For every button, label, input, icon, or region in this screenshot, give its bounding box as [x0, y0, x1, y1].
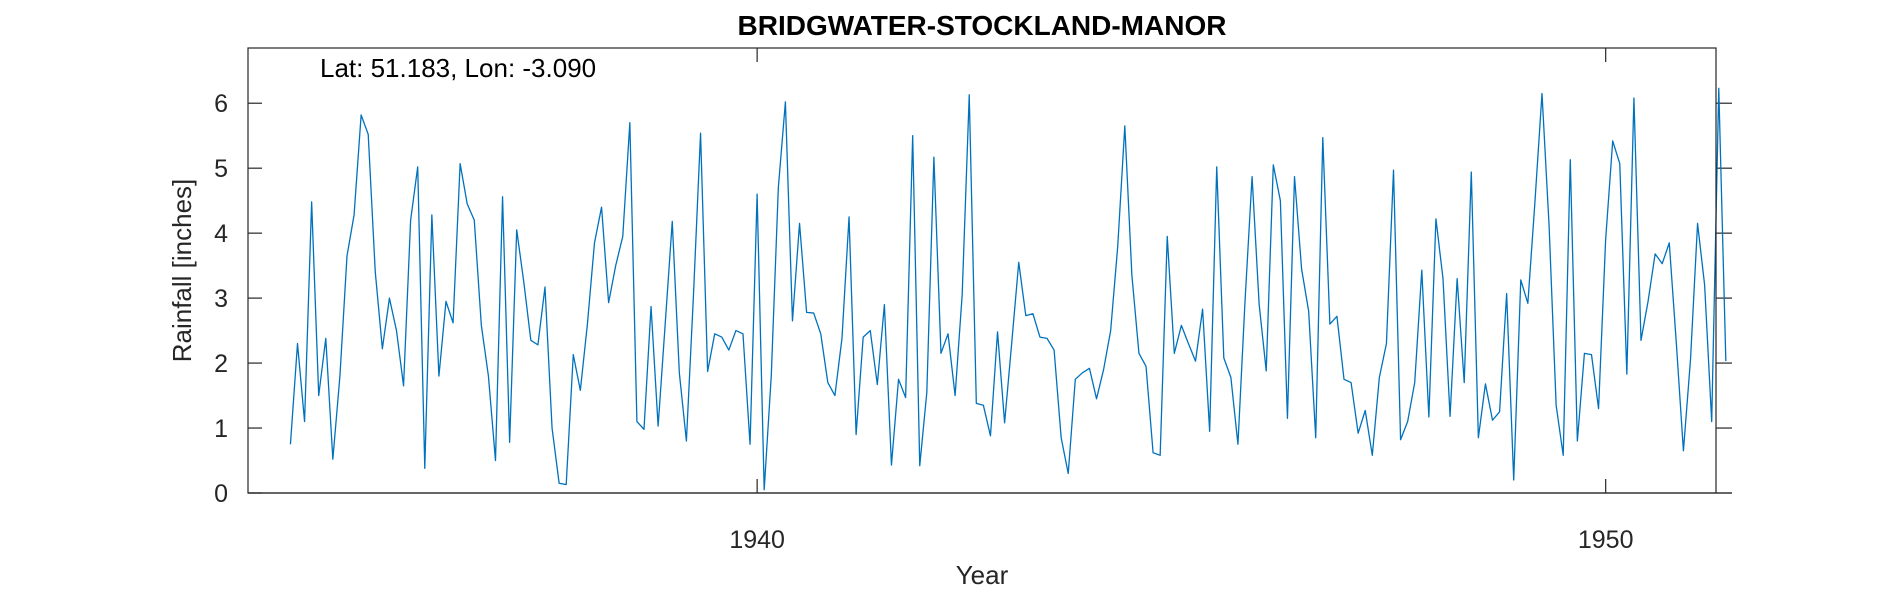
- x-ticks: 1940 1950: [729, 48, 1634, 554]
- location-annotation: Lat: 51.183, Lon: -3.090: [320, 53, 596, 83]
- y-tick-label: 5: [214, 155, 228, 183]
- chart-title: BRIDGWATER-STOCKLAND-MANOR: [738, 10, 1227, 41]
- rainfall-series-line: [289, 87, 1727, 491]
- y-tick-label: 1: [214, 415, 228, 443]
- plot-area: [248, 48, 1716, 493]
- y-tick-label: 0: [214, 480, 228, 508]
- x-tick-label: 1950: [1578, 526, 1634, 554]
- y-tick-label: 2: [214, 350, 228, 378]
- x-tick-label: 1940: [729, 526, 785, 554]
- x-axis-label: Year: [956, 560, 1009, 590]
- y-axis-label: Rainfall [inches]: [167, 179, 197, 363]
- y-tick-label: 3: [214, 285, 228, 313]
- y-tick-label: 6: [214, 90, 228, 118]
- y-tick-label: 4: [214, 220, 228, 248]
